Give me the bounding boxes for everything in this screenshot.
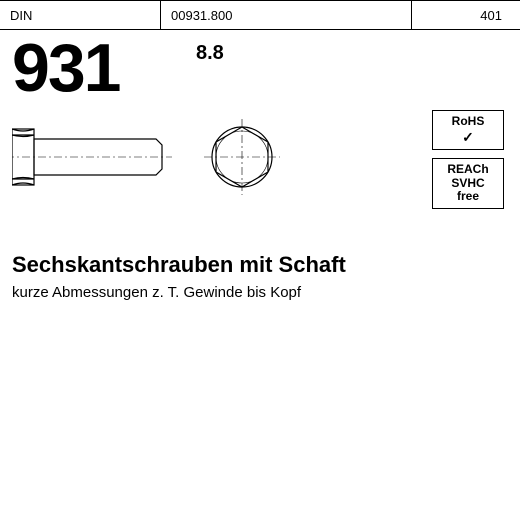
reach-badge: REACh SVHC free [432, 158, 504, 209]
header-left-text: DIN [10, 8, 32, 23]
reach-line1: REACh [433, 163, 503, 177]
product-subtitle: kurze Abmessungen z. T. Gewinde bis Kopf [12, 284, 520, 301]
reach-line3: free [433, 190, 503, 204]
rohs-badge: RoHS ✓ [432, 110, 504, 150]
header-mid-text: 00931.800 [171, 8, 232, 23]
header-right-text: 401 [480, 8, 502, 23]
rohs-label: RoHS [433, 115, 503, 129]
header-cell-number: 401 [412, 1, 520, 29]
product-title: Sechskantschrauben mit Schaft [12, 252, 520, 278]
grade: 8.8 [196, 42, 224, 65]
rohs-check-icon: ✓ [433, 129, 503, 145]
reach-line2: SVHC [433, 177, 503, 191]
header-cell-din: DIN [0, 1, 161, 29]
header-cell-code: 00931.800 [161, 1, 412, 29]
din-number: 931 [12, 34, 520, 102]
technical-diagram [12, 115, 312, 235]
compliance-badges: RoHS ✓ REACh SVHC free [432, 110, 504, 217]
header-bar: DIN 00931.800 401 [0, 0, 520, 30]
